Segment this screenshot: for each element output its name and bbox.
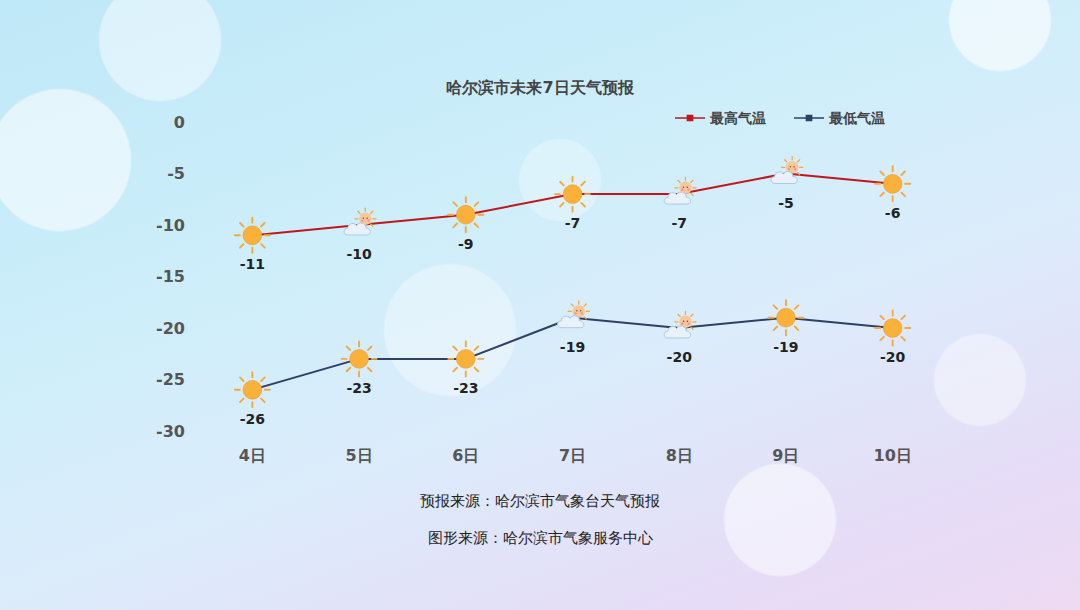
svg-text:最高气温: 最高气温 (709, 110, 766, 126)
svg-text:哈尔滨市未来7日天气预报: 哈尔滨市未来7日天气预报 (446, 78, 634, 97)
svg-text:-15: -15 (156, 267, 185, 286)
svg-text:-19: -19 (773, 339, 798, 355)
svg-text:5日: 5日 (346, 446, 373, 465)
svg-text:-5: -5 (778, 195, 794, 211)
svg-text:预报来源：哈尔滨市气象台天气预报: 预报来源：哈尔滨市气象台天气预报 (420, 492, 660, 510)
svg-text:8日: 8日 (666, 446, 693, 465)
svg-text:-5: -5 (167, 164, 185, 183)
svg-text:-6: -6 (885, 205, 901, 221)
svg-text:-23: -23 (453, 380, 478, 396)
svg-text:0: 0 (174, 113, 185, 132)
svg-text:最低气温: 最低气温 (828, 110, 885, 126)
svg-text:图形来源：哈尔滨市气象服务中心: 图形来源：哈尔滨市气象服务中心 (428, 529, 653, 547)
svg-text:-7: -7 (671, 215, 687, 231)
svg-text:6日: 6日 (452, 446, 479, 465)
svg-text:-23: -23 (346, 380, 371, 396)
svg-text:-26: -26 (240, 411, 265, 427)
svg-text:10日: 10日 (874, 446, 912, 465)
svg-text:-10: -10 (156, 216, 185, 235)
svg-text:-20: -20 (156, 319, 185, 338)
svg-text:-20: -20 (667, 349, 693, 365)
svg-text:-11: -11 (240, 256, 265, 272)
svg-text:-30: -30 (156, 422, 185, 441)
svg-text:-25: -25 (156, 370, 185, 389)
svg-text:4日: 4日 (239, 446, 266, 465)
svg-text:-19: -19 (560, 339, 585, 355)
svg-text:9日: 9日 (772, 446, 799, 465)
svg-text:7日: 7日 (559, 446, 586, 465)
svg-text:-10: -10 (346, 246, 372, 262)
svg-text:-9: -9 (458, 236, 474, 252)
svg-text:-7: -7 (565, 215, 581, 231)
svg-text:-20: -20 (880, 349, 906, 365)
